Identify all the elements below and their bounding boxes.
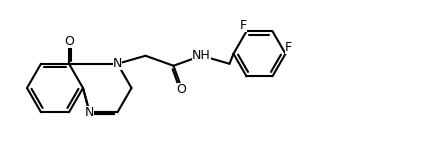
Text: O: O [177,83,187,96]
Text: NH: NH [192,49,211,62]
Text: N: N [113,57,122,70]
Text: N: N [85,106,94,119]
Text: F: F [240,19,247,32]
Text: O: O [64,35,74,48]
Text: F: F [285,41,292,54]
